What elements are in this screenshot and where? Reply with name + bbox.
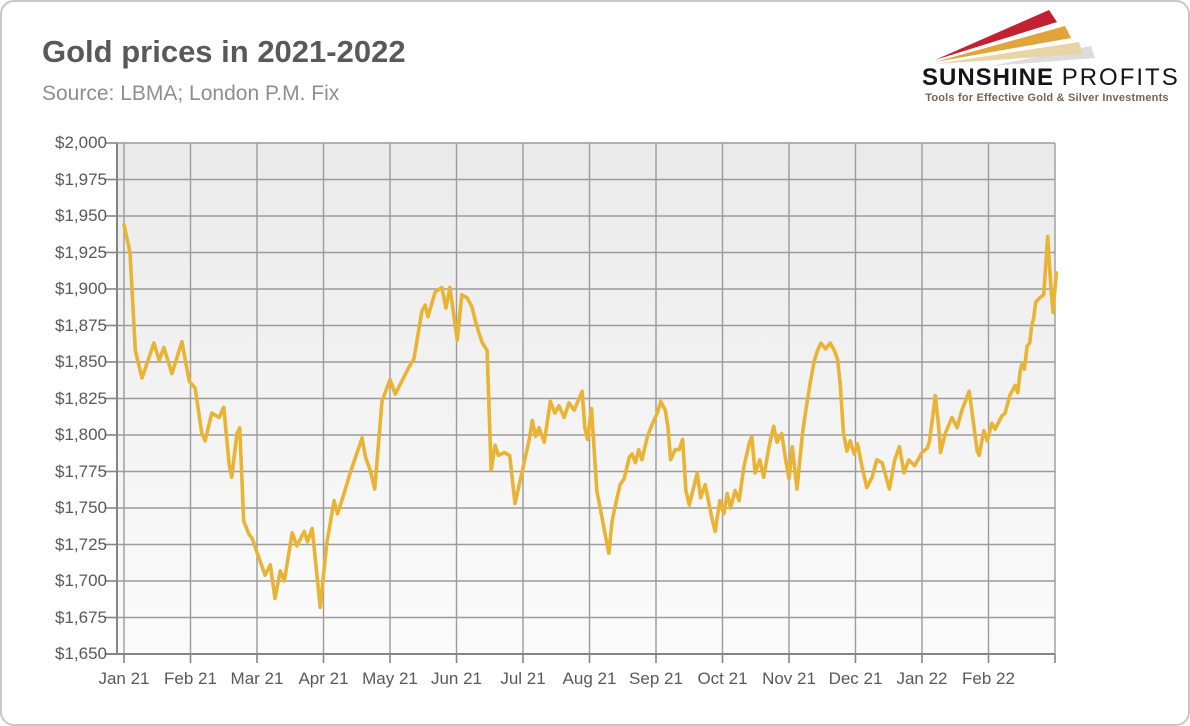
x-axis-label: Feb 21 — [164, 669, 217, 688]
page-title: Gold prices in 2021-2022 — [42, 34, 406, 69]
x-axis-label: Jan 22 — [896, 669, 948, 688]
logo-arrow-gold — [935, 26, 1071, 62]
x-axis-label: Nov 21 — [762, 669, 816, 688]
logo-arrow-red — [935, 10, 1057, 60]
x-axis-label: Jun 21 — [430, 669, 483, 688]
y-axis-label: $1,650 — [55, 644, 107, 663]
logo-arrow-beige — [935, 42, 1083, 64]
y-axis-label: $1,900 — [55, 279, 107, 298]
y-axis-label: $1,975 — [55, 169, 107, 189]
y-axis-label: $1,675 — [55, 607, 107, 627]
y-axis-label: $1,875 — [55, 315, 107, 335]
y-axis-label: $1,750 — [55, 498, 107, 517]
y-axis-label: $1,800 — [55, 425, 107, 444]
gold-price-line — [122, 223, 1059, 610]
logo-wordmark: SUNSHINE PROFITS — [922, 64, 1178, 91]
x-axis-label: Dec 21 — [828, 669, 883, 688]
y-axis-label: $1,950 — [55, 206, 107, 225]
source-note: Source: LBMA; London P.M. Fix — [42, 82, 340, 105]
x-axis-label: Mar 21 — [230, 669, 284, 688]
sunshine-profits-logo: SUNSHINE PROFITS Tools for Effective Gol… — [922, 10, 1178, 104]
y-axis-label: $2,000 — [55, 133, 107, 152]
x-axis-label: Sep 21 — [629, 669, 683, 688]
x-axis-label: Jan 21 — [98, 669, 150, 688]
x-axis-label: Aug 21 — [562, 669, 617, 688]
x-axis-label: Apr 21 — [298, 669, 349, 688]
y-axis-label: $1,725 — [55, 534, 107, 554]
y-axis-label: $1,850 — [55, 352, 107, 371]
x-axis-label: May 21 — [362, 669, 418, 688]
y-axis-label: $1,775 — [55, 461, 107, 481]
y-axis-label: $1,700 — [55, 571, 107, 590]
x-axis-label: Feb 22 — [962, 669, 1015, 688]
x-axis-label: Jul 21 — [500, 669, 546, 688]
y-axis-label: $1,925 — [55, 242, 107, 262]
price-chart — [105, 142, 1059, 663]
logo-wordmark-profits: PROFITS — [1061, 64, 1180, 91]
logo-tagline: Tools for Effective Gold & Silver Invest… — [925, 92, 1169, 104]
x-axis-label: Oct 21 — [697, 669, 748, 688]
logo-wordmark-sunshine: SUNSHINE — [922, 64, 1055, 91]
logo-arrows-icon — [935, 10, 1095, 66]
y-axis-label: $1,825 — [55, 388, 107, 408]
